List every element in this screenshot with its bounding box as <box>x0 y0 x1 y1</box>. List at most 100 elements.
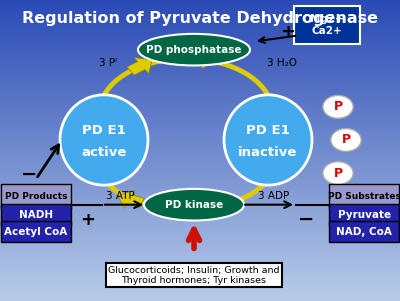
Bar <box>0 63 400 65</box>
Bar <box>0 266 400 268</box>
Text: Pyruvate: Pyruvate <box>338 210 391 220</box>
Bar <box>0 186 400 188</box>
Ellipse shape <box>144 189 244 220</box>
Bar <box>0 110 400 113</box>
Bar <box>0 188 400 191</box>
Bar <box>0 23 400 25</box>
Bar <box>0 135 400 138</box>
Bar <box>0 284 400 286</box>
Bar <box>0 38 400 40</box>
FancyBboxPatch shape <box>329 184 399 209</box>
FancyBboxPatch shape <box>1 221 71 242</box>
Bar <box>0 201 400 203</box>
Text: P: P <box>334 166 342 180</box>
Bar <box>0 171 400 173</box>
Bar <box>0 241 400 243</box>
Bar <box>0 273 400 276</box>
Text: Glucocorticoids; Insulin; Growth and
Thyroid hormones; Tyr kinases: Glucocorticoids; Insulin; Growth and Thy… <box>108 266 280 285</box>
Bar <box>0 261 400 263</box>
Text: active: active <box>81 145 127 159</box>
Bar <box>0 166 400 168</box>
Bar <box>0 296 400 299</box>
Bar <box>0 58 400 60</box>
Text: PD phosphatase: PD phosphatase <box>146 45 242 55</box>
Bar <box>0 271 400 273</box>
Ellipse shape <box>138 34 250 66</box>
FancyBboxPatch shape <box>294 6 360 44</box>
Bar <box>0 293 400 296</box>
Bar <box>0 191 400 193</box>
Bar <box>0 175 400 178</box>
Bar <box>0 108 400 110</box>
Bar <box>0 20 400 23</box>
Bar <box>0 263 400 266</box>
Bar <box>0 88 400 90</box>
Bar <box>0 40 400 43</box>
Bar <box>0 133 400 135</box>
Ellipse shape <box>60 95 148 185</box>
Text: 3 Pᴵ: 3 Pᴵ <box>99 58 117 68</box>
Bar <box>0 100 400 103</box>
Circle shape <box>323 162 353 185</box>
Bar <box>0 160 400 163</box>
Bar <box>0 50 400 53</box>
Text: 3 ATP: 3 ATP <box>106 191 134 201</box>
Bar <box>0 181 400 183</box>
Bar <box>0 8 400 10</box>
Bar <box>0 10 400 13</box>
Bar <box>0 173 400 175</box>
Circle shape <box>331 129 361 151</box>
Bar <box>0 30 400 33</box>
Bar <box>0 68 400 70</box>
FancyBboxPatch shape <box>329 221 399 242</box>
Bar <box>0 153 400 156</box>
Bar <box>0 35 400 38</box>
Bar <box>0 251 400 253</box>
Text: −: − <box>21 165 37 184</box>
Bar <box>0 120 400 123</box>
Text: 3 H₂O: 3 H₂O <box>267 58 297 68</box>
Bar <box>0 226 400 228</box>
Bar <box>0 276 400 278</box>
Polygon shape <box>127 57 152 75</box>
Bar <box>0 246 400 248</box>
Bar <box>0 25 400 28</box>
Bar <box>0 253 400 256</box>
Bar <box>0 211 400 213</box>
Text: PD kinase: PD kinase <box>165 200 223 210</box>
Bar <box>0 281 400 284</box>
Bar <box>0 228 400 231</box>
Text: Regulation of Pyruvate Dehydrogenase: Regulation of Pyruvate Dehydrogenase <box>22 11 378 26</box>
Polygon shape <box>175 200 202 219</box>
Bar <box>0 183 400 186</box>
Bar <box>0 83 400 85</box>
Bar <box>0 103 400 105</box>
Bar <box>0 218 400 221</box>
Bar <box>0 150 400 153</box>
Text: PD E1: PD E1 <box>246 124 290 138</box>
Bar <box>0 299 400 301</box>
Bar <box>0 15 400 17</box>
Bar <box>0 28 400 30</box>
Bar <box>0 141 400 143</box>
Bar <box>0 193 400 196</box>
Bar <box>0 130 400 133</box>
Text: PD Substrates: PD Substrates <box>328 192 400 201</box>
Bar <box>0 145 400 148</box>
Bar <box>0 256 400 258</box>
Bar <box>0 2 400 5</box>
Text: P: P <box>342 133 350 147</box>
Text: Acetyl CoA: Acetyl CoA <box>4 227 68 237</box>
Bar <box>0 168 400 171</box>
Bar <box>0 138 400 141</box>
Bar <box>0 288 400 291</box>
Bar <box>0 80 400 83</box>
Bar <box>0 70 400 73</box>
Bar <box>0 208 400 211</box>
Bar <box>0 143 400 145</box>
Text: 3 ADP: 3 ADP <box>258 191 290 201</box>
Bar <box>0 158 400 160</box>
Bar <box>0 95 400 98</box>
Text: PD Products: PD Products <box>4 192 67 201</box>
FancyBboxPatch shape <box>1 184 71 209</box>
